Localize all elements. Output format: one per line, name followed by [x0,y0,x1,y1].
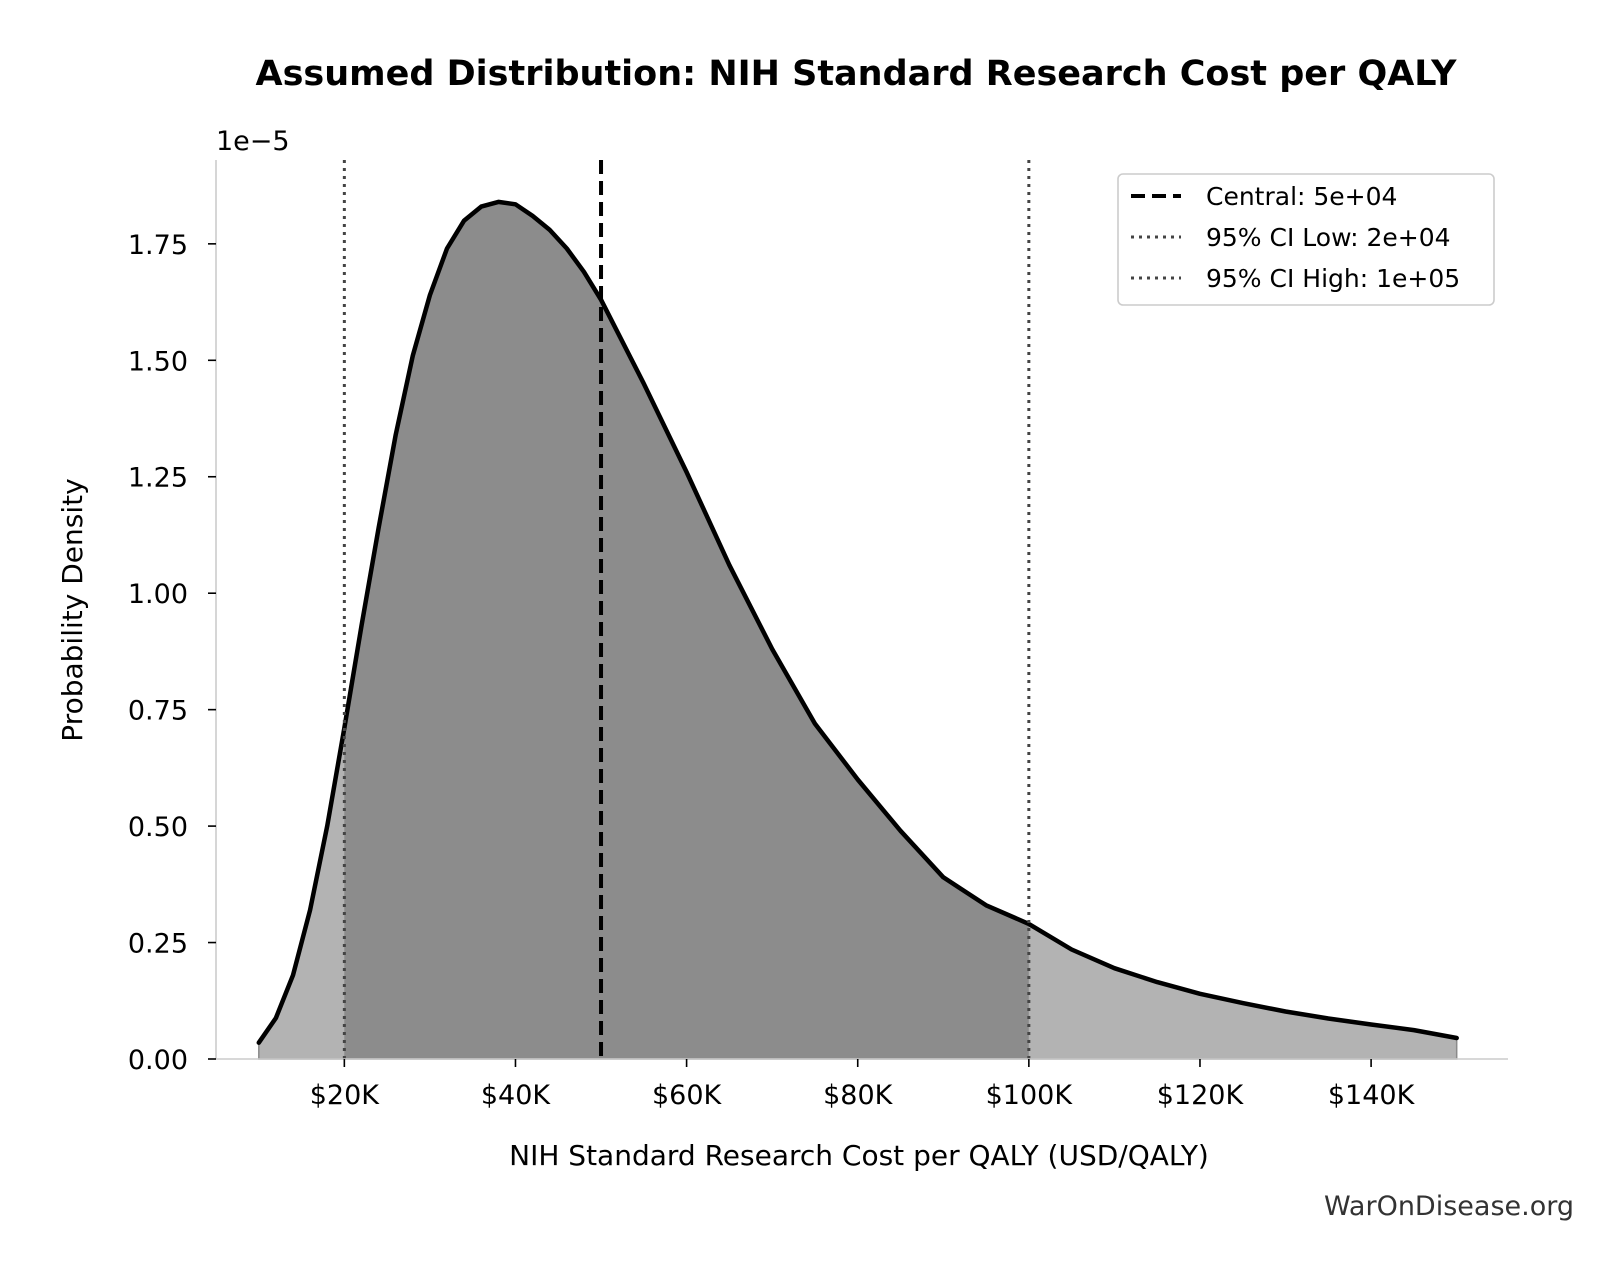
y-tick-label: 1.75 [128,230,188,261]
y-tick-label: 0.00 [128,1045,188,1076]
y-axis-ticks: 0.00 0.25 0.50 0.75 1.00 1.25 1.50 1.75 [128,230,216,1076]
x-axis-ticks: $20K $40K $60K $80K $100K $120K $140K [310,1059,1416,1111]
y-scale-note: 1e−5 [216,126,290,157]
x-axis-label: NIH Standard Research Cost per QALY (USD… [509,1139,1209,1172]
x-tick-label: $20K [310,1080,381,1111]
watermark: WarOnDisease.org [1324,1191,1574,1222]
axes: $20K $40K $60K $80K $100K $120K $140K 0.00 0.25… [128,160,1508,1111]
x-tick-label: $60K [652,1080,723,1111]
legend-frame [1117,173,1495,306]
y-tick-label: 1.50 [128,346,188,377]
x-tick-label: $40K [481,1080,552,1111]
y-tick-label: 1.00 [128,579,188,610]
y-tick-label: 0.50 [128,812,188,843]
y-axis-label: Probability Density [56,478,89,741]
x-tick-label: $100K [986,1080,1074,1111]
reference-lines [342,160,1031,1059]
legend-label: Central: 5e+04 [1206,182,1397,211]
density-fill [258,201,1458,1060]
legend: Central: 5e+04 95% CI Low: 2e+04 95% CI Hi… [1117,173,1495,306]
x-tick-label: $80K [823,1080,894,1111]
density-fill-ci [344,201,1029,1059]
x-tick-label: $140K [1328,1080,1416,1111]
y-tick-label: 1.25 [128,463,188,494]
chart-title: Assumed Distribution: NIH Standard Resea… [255,54,1457,94]
legend-label: 95% CI High: 1e+05 [1206,264,1460,293]
y-tick-label: 0.25 [128,929,188,960]
x-tick-label: $120K [1157,1080,1245,1111]
y-tick-label: 0.75 [128,696,188,727]
legend-label: 95% CI Low: 2e+04 [1206,223,1451,252]
plot-area [256,160,1459,1060]
